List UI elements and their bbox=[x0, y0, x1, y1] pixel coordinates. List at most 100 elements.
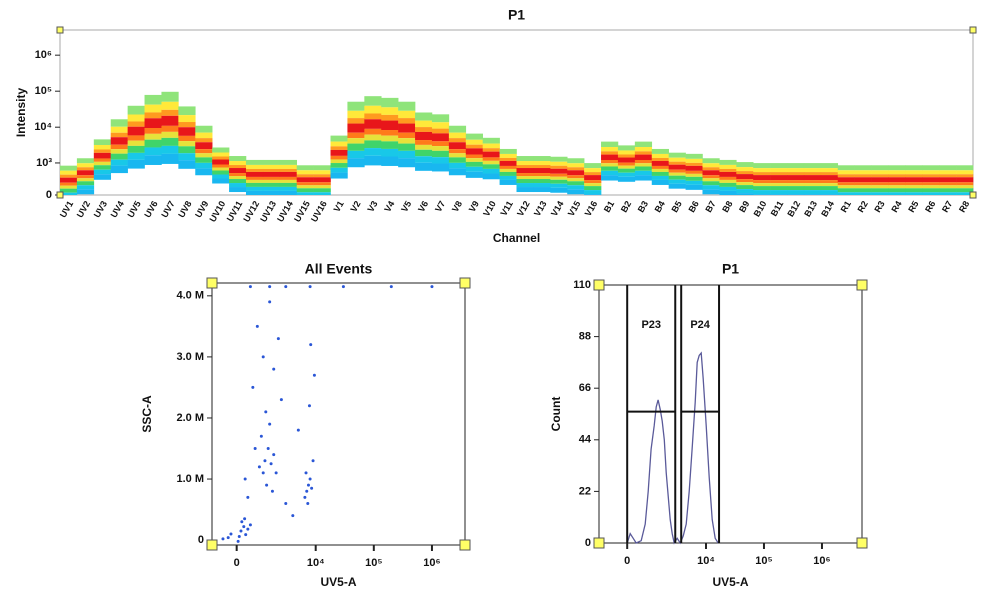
intensity-band bbox=[195, 149, 213, 154]
intensity-band bbox=[567, 170, 585, 176]
intensity-band bbox=[93, 152, 112, 159]
intensity-band bbox=[567, 178, 585, 182]
channel-label: B13 bbox=[802, 199, 819, 218]
intensity-band bbox=[60, 165, 78, 171]
event-dot bbox=[268, 422, 272, 426]
intensity-band bbox=[601, 175, 619, 181]
intensity-band bbox=[905, 188, 923, 193]
intensity-band bbox=[499, 165, 517, 169]
channel-label: V4 bbox=[382, 199, 396, 214]
intensity-band bbox=[787, 194, 805, 195]
intensity-band bbox=[634, 154, 653, 160]
intensity-band bbox=[364, 119, 382, 129]
intensity-band bbox=[617, 154, 636, 158]
intensity-band bbox=[601, 159, 619, 164]
intensity-band bbox=[820, 194, 839, 195]
intensity-band bbox=[634, 151, 653, 155]
x-tick-label: 10⁴ bbox=[697, 555, 715, 567]
channel-label: B3 bbox=[636, 199, 650, 214]
intensity-band bbox=[668, 183, 686, 189]
intensity-band bbox=[888, 188, 906, 193]
intensity-band bbox=[837, 185, 855, 189]
event-dot bbox=[251, 385, 255, 389]
x-tick-label: 10⁶ bbox=[813, 555, 830, 567]
intensity-band bbox=[431, 114, 450, 123]
event-dot bbox=[268, 300, 272, 304]
intensity-band bbox=[820, 190, 839, 195]
intensity-band bbox=[330, 155, 348, 160]
x-tick-label: 10⁶ bbox=[423, 557, 440, 569]
intensity-band bbox=[381, 130, 399, 136]
corner-handle bbox=[206, 539, 218, 551]
event-dot bbox=[221, 537, 225, 541]
intensity-band bbox=[905, 177, 923, 183]
intensity-band bbox=[465, 148, 483, 155]
intensity-band bbox=[330, 135, 348, 142]
intensity-band bbox=[262, 182, 281, 187]
intensity-band bbox=[601, 166, 619, 171]
intensity-band bbox=[939, 170, 957, 175]
intensity-band bbox=[431, 163, 450, 172]
y-tick-label: 3.0 M bbox=[176, 351, 204, 363]
intensity-band bbox=[347, 101, 365, 111]
intensity-band bbox=[905, 170, 923, 175]
intensity-band bbox=[854, 188, 872, 193]
intensity-band bbox=[550, 179, 568, 184]
intensity-band bbox=[482, 160, 500, 165]
intensity-band bbox=[448, 162, 467, 169]
intensity-band bbox=[837, 192, 855, 195]
intensity-band bbox=[533, 173, 551, 177]
intensity-band bbox=[313, 185, 331, 189]
event-dot bbox=[310, 486, 314, 490]
intensity-band bbox=[651, 153, 669, 158]
intensity-band bbox=[634, 159, 653, 164]
intensity-band bbox=[922, 192, 940, 195]
intensity-band bbox=[550, 183, 568, 188]
intensity-band bbox=[398, 143, 416, 151]
x-axis-label: Channel bbox=[493, 231, 540, 245]
intensity-band bbox=[161, 115, 179, 126]
intensity-band bbox=[770, 163, 788, 169]
intensity-band bbox=[499, 153, 517, 158]
intensity-band bbox=[313, 188, 331, 193]
intensity-band bbox=[550, 168, 568, 174]
intensity-band bbox=[229, 173, 247, 177]
intensity-band bbox=[161, 131, 179, 138]
intensity-band bbox=[76, 181, 95, 186]
intensity-band bbox=[956, 170, 974, 175]
channel-label: R3 bbox=[872, 199, 886, 214]
channel-label: V13 bbox=[532, 199, 549, 218]
channel-label: B10 bbox=[752, 199, 769, 218]
intensity-band bbox=[76, 175, 95, 179]
intensity-band bbox=[736, 167, 754, 172]
intensity-band bbox=[279, 182, 298, 187]
intensity-band bbox=[736, 174, 754, 180]
intensity-band bbox=[415, 140, 433, 145]
intensity-band bbox=[110, 159, 128, 166]
intensity-band bbox=[398, 123, 416, 133]
intensity-band bbox=[685, 158, 703, 163]
channel-label: R8 bbox=[957, 199, 971, 214]
intensity-band bbox=[161, 91, 179, 102]
intensity-band bbox=[617, 165, 636, 169]
channel-label: V5 bbox=[399, 199, 413, 214]
event-dot bbox=[242, 525, 246, 529]
channel-label: UV2 bbox=[75, 199, 92, 219]
intensity-band bbox=[617, 150, 636, 155]
intensity-band bbox=[956, 177, 974, 183]
intensity-band bbox=[195, 138, 213, 143]
intensity-band bbox=[634, 175, 653, 181]
channel-label: UV4 bbox=[109, 199, 126, 219]
intensity-band bbox=[837, 165, 855, 171]
intensity-band bbox=[736, 193, 754, 195]
intensity-band bbox=[313, 174, 331, 178]
y-tick-label: 88 bbox=[579, 331, 591, 343]
intensity-band bbox=[178, 122, 196, 128]
intensity-band bbox=[245, 159, 264, 165]
event-dot bbox=[248, 523, 252, 527]
intensity-band bbox=[719, 190, 737, 195]
intensity-band bbox=[330, 172, 348, 179]
intensity-band bbox=[229, 168, 247, 174]
intensity-band bbox=[820, 172, 839, 176]
intensity-band bbox=[415, 162, 433, 171]
